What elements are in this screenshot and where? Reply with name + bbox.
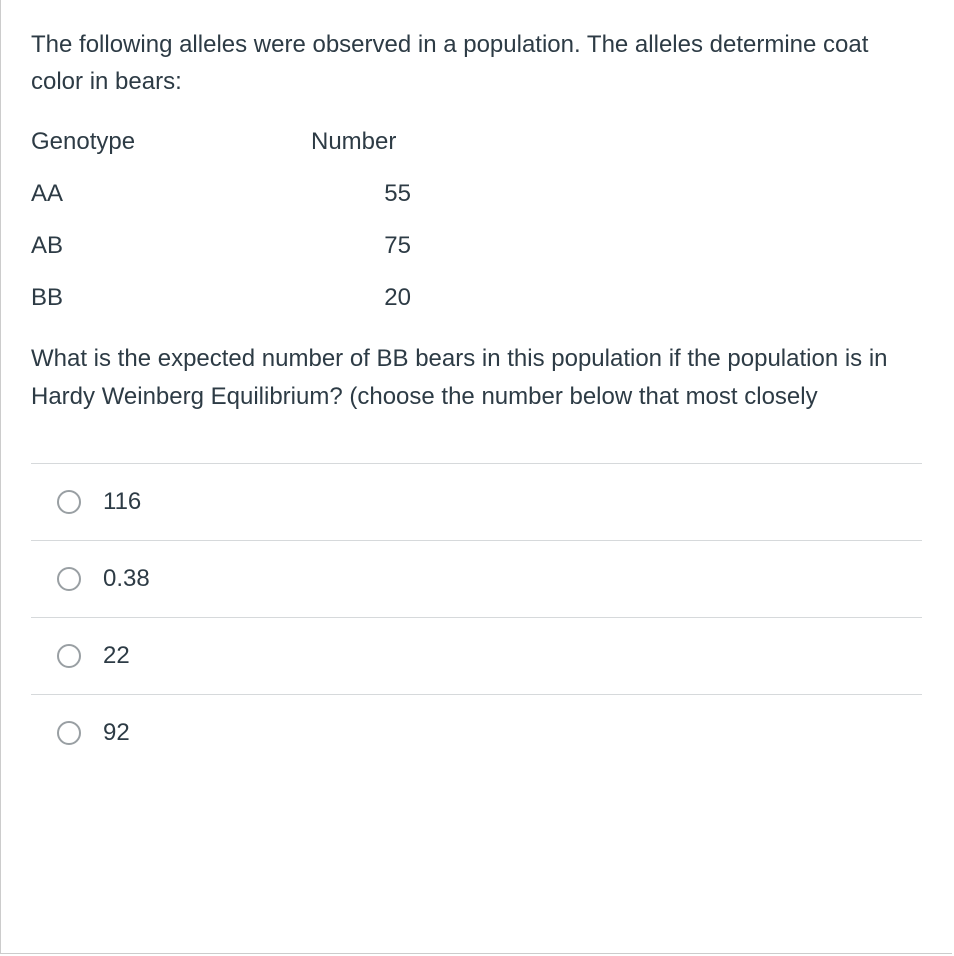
radio-button[interactable]	[57, 490, 81, 514]
cell-number: 20	[311, 284, 411, 312]
header-genotype: Genotype	[31, 128, 311, 156]
radio-button[interactable]	[57, 567, 81, 591]
option-label: 92	[103, 719, 130, 747]
option-label: 22	[103, 642, 130, 670]
cell-genotype: AB	[31, 232, 311, 260]
option-row[interactable]: 0.38	[31, 541, 922, 618]
question-intro: The following alleles were observed in a…	[31, 26, 922, 100]
table-row: AA 55	[31, 180, 922, 208]
question-container: The following alleles were observed in a…	[0, 0, 952, 954]
option-row[interactable]: 116	[31, 464, 922, 541]
question-followup: What is the expected number of BB bears …	[31, 340, 922, 414]
cell-genotype: AA	[31, 180, 311, 208]
table-row: AB 75	[31, 232, 922, 260]
radio-button[interactable]	[57, 721, 81, 745]
table-row: BB 20	[31, 284, 922, 312]
radio-button[interactable]	[57, 644, 81, 668]
genotype-table: Genotype Number AA 55 AB 75 BB 20	[31, 128, 922, 312]
header-number: Number	[311, 128, 396, 156]
option-row[interactable]: 92	[31, 695, 922, 771]
option-label: 0.38	[103, 565, 150, 593]
option-label: 116	[103, 488, 141, 516]
cell-number: 75	[311, 232, 411, 260]
table-header-row: Genotype Number	[31, 128, 922, 156]
cell-number: 55	[311, 180, 411, 208]
answer-options: 116 0.38 22 92	[31, 463, 922, 771]
cell-genotype: BB	[31, 284, 311, 312]
option-row[interactable]: 22	[31, 618, 922, 695]
